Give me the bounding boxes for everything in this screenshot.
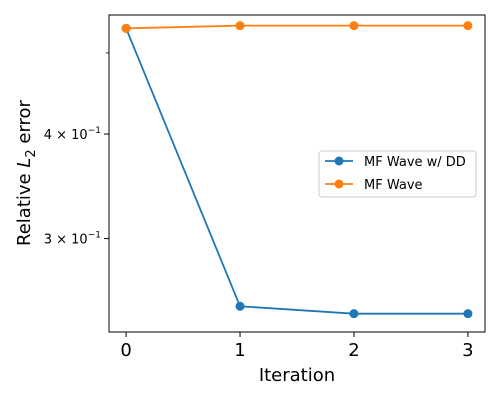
series-line — [126, 24, 468, 30]
y-axis-title-subscript: 2 — [24, 149, 39, 157]
data-point — [349, 21, 359, 31]
legend-label: MF Wave w/ DD — [364, 155, 466, 170]
data-point — [349, 309, 359, 319]
y-tick-label-base: 4 × 10 — [44, 128, 88, 143]
series-line — [125, 27, 468, 315]
legend-label: MF Wave — [364, 178, 423, 193]
data-point — [235, 301, 245, 311]
y-axis-title-suffix: error — [14, 99, 35, 149]
y-axis-title-symbol: L — [14, 158, 35, 168]
x-tick-label: 0 — [120, 340, 131, 361]
x-tick-label: 2 — [348, 340, 359, 361]
plot-area — [108, 14, 486, 333]
legend: MF Wave w/ DD MF Wave — [318, 150, 477, 198]
series-layer — [121, 21, 473, 319]
y-axis-ticks: 3 × 10−14 × 10−1 — [44, 52, 109, 248]
y-tick-label: 3 × 10−1 — [44, 231, 101, 248]
data-point — [121, 23, 131, 33]
y-axis-title: Relative L2 error — [14, 99, 39, 246]
y-tick-label-exponent: −1 — [88, 231, 101, 241]
x-tick-label: 3 — [462, 340, 473, 361]
legend-marker — [334, 156, 344, 166]
y-tick-label-base: 3 × 10 — [44, 233, 88, 248]
data-point — [463, 21, 473, 31]
legend-marker — [334, 179, 344, 189]
y-tick-label: 4 × 10−1 — [44, 126, 101, 143]
y-tick-label-exponent: −1 — [88, 126, 101, 136]
data-point — [463, 309, 473, 319]
x-tick-label: 1 — [234, 340, 245, 361]
legend-frame — [318, 150, 477, 198]
data-point — [235, 21, 245, 31]
x-axis-ticks: 0 1 2 3 — [120, 332, 474, 361]
y-axis-title-prefix: Relative — [14, 168, 35, 246]
x-axis-title: Iteration — [259, 365, 335, 386]
